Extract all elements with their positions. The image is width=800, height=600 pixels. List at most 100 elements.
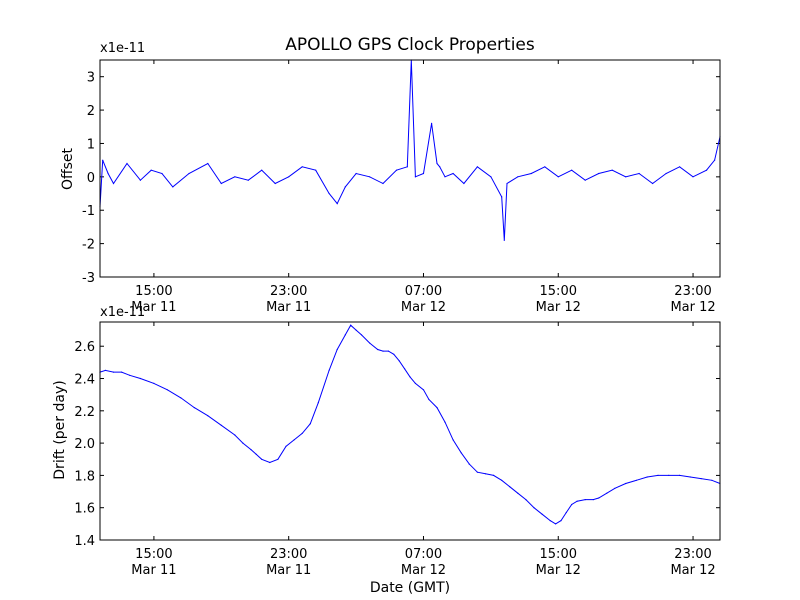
drift-data-point (533, 507, 535, 509)
offset-data-point (501, 196, 503, 198)
offset-data-point (692, 176, 694, 178)
drift-ytick-label: 1.8 (74, 469, 95, 484)
drift-data-point (560, 520, 562, 522)
offset-data-point (315, 169, 317, 171)
offset-data-point (355, 172, 357, 175)
drift-data-point (555, 523, 557, 525)
offset-data-point (336, 203, 338, 205)
offset-data-point (382, 182, 384, 185)
drift-data-point (404, 368, 406, 370)
offset-xtick-date: Mar 11 (131, 300, 176, 315)
offset-data-point (476, 166, 478, 168)
drift-xtick-date: Mar 11 (131, 563, 176, 578)
drift-data-point (711, 479, 713, 481)
drift-data-point (635, 479, 638, 481)
drift-data-point (614, 487, 616, 489)
drift-xtick-time: 07:00 (405, 547, 442, 562)
drift-ytick-label: 1.4 (74, 534, 95, 549)
offset-ytick-label: -3 (82, 271, 95, 286)
offset-data-point (503, 239, 505, 241)
offset-data-point (207, 162, 209, 165)
offset-data-point (150, 169, 152, 171)
offset-plot-area (99, 59, 721, 241)
offset-data-point (517, 176, 519, 178)
offset-series-line (99, 59, 721, 241)
drift-data-point (576, 500, 578, 502)
offset-data-point (652, 182, 654, 185)
offset-data-point (679, 166, 681, 168)
offset-data-point (126, 162, 128, 165)
drift-data-point (476, 471, 478, 473)
offset-xtick-date: Mar 12 (536, 300, 581, 315)
offset-data-point (463, 182, 465, 185)
offset-data-point (288, 176, 290, 178)
drift-ytick-label: 2.0 (74, 437, 95, 452)
drift-xtick-date: Mar 11 (266, 563, 311, 578)
offset-xtick-date: Mar 12 (401, 300, 446, 315)
drift-data-point (428, 398, 430, 401)
offset-data-point (161, 172, 163, 175)
offset-data-point (530, 172, 532, 175)
offset-data-point (328, 192, 330, 195)
drift-data-point (301, 432, 303, 434)
drift-data-point (220, 424, 222, 426)
drift-data-point (525, 499, 527, 501)
drift-xtick-time: 23:00 (674, 547, 711, 562)
offset-data-point (452, 172, 454, 175)
drift-data-point (460, 452, 462, 454)
drift-xtick-time: 23:00 (270, 547, 307, 562)
drift-data-point (517, 492, 519, 494)
drift-panel: x1e-11 Drift (per day) Date (GMT) 1.4 1.6… (52, 305, 721, 596)
drift-plot-area (99, 324, 721, 525)
drift-data-point (501, 479, 503, 481)
drift-data-point (153, 382, 155, 384)
offset-data-point (188, 172, 190, 175)
offset-data-point (571, 169, 573, 171)
drift-data-point (139, 377, 141, 380)
drift-series-line (99, 324, 721, 525)
drift-data-point (121, 371, 123, 373)
drift-data-point (285, 445, 287, 447)
drift-data-point (444, 421, 446, 423)
drift-data-point (625, 482, 627, 485)
offset-data-point (490, 176, 492, 178)
drift-axes-frame (99, 321, 721, 541)
offset-xtick-time: 23:00 (674, 284, 711, 299)
offset-data-point (625, 176, 627, 178)
offset-ytick-label: 0 (87, 171, 95, 186)
offset-scale-note: x1e-11 (100, 41, 145, 56)
drift-data-point (180, 397, 182, 399)
drift-scale-note: x1e-11 (100, 305, 145, 320)
offset-data-point (544, 166, 546, 168)
drift-data-point (606, 492, 608, 494)
drift-data-point (549, 520, 551, 522)
drift-data-point (592, 499, 594, 501)
drift-data-point (255, 453, 257, 455)
drift-data-point (646, 476, 648, 478)
offset-data-point (584, 179, 586, 181)
drift-ytick-label: 2.2 (74, 405, 95, 420)
drift-data-point (452, 439, 454, 441)
drift-data-point (242, 442, 244, 444)
offset-data-point (301, 166, 303, 168)
offset-data-point (714, 159, 716, 161)
offset-data-point (395, 169, 398, 171)
drift-data-point (166, 389, 168, 391)
offset-data-point (705, 169, 708, 171)
drift-data-point (598, 497, 600, 499)
drift-data-point (409, 376, 411, 378)
offset-data-point (638, 172, 640, 175)
drift-data-point (277, 458, 279, 460)
drift-data-point (317, 402, 319, 404)
offset-data-point (172, 186, 174, 188)
offset-data-point (274, 182, 276, 185)
drift-xtick-date: Mar 12 (536, 563, 581, 578)
offset-data-point (344, 186, 346, 188)
offset-data-point (611, 169, 613, 171)
drift-xtick-time: 15:00 (135, 547, 172, 562)
drift-data-point (104, 369, 106, 371)
drift-ytick-label: 2.4 (74, 373, 95, 388)
drift-ylabel: Drift (per day) (52, 380, 68, 479)
